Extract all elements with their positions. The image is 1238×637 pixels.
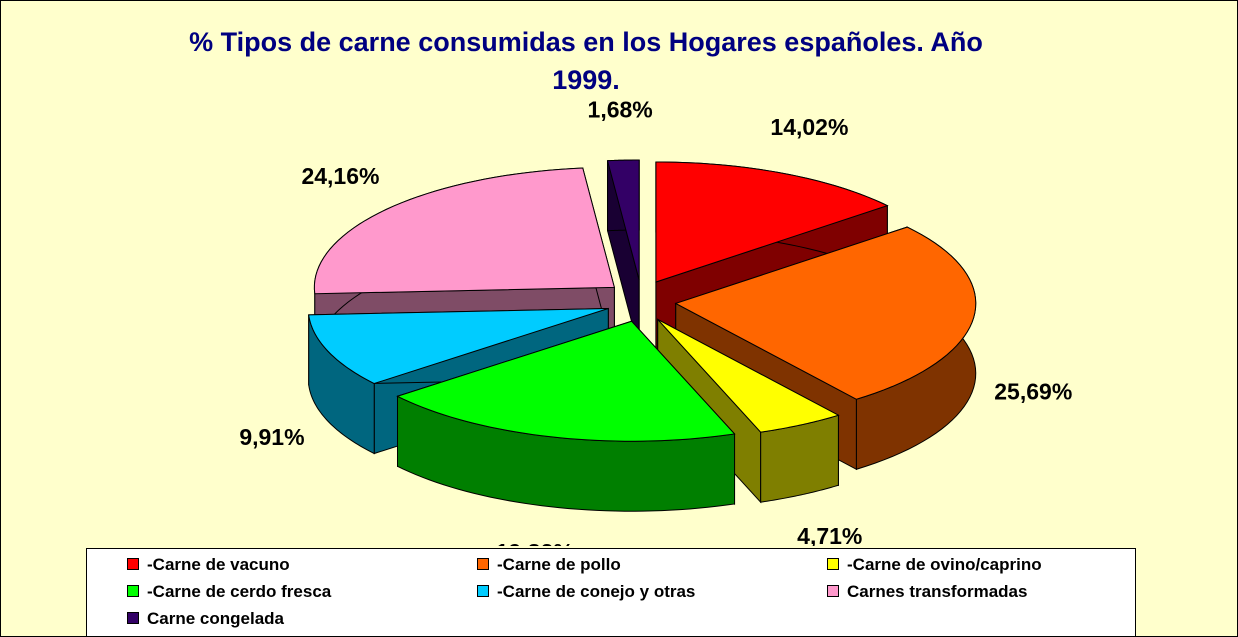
data-label: 14,02%	[770, 114, 848, 140]
legend-item: -Carne de vacuno	[127, 555, 290, 575]
slice-top	[313, 167, 616, 295]
slice-top	[655, 161, 889, 283]
pie-plot: 14,02% 25,69% 4,71% 19,82% 9,91% 24,16% 1,68%	[239, 96, 1072, 546]
data-label: 9,91%	[239, 424, 304, 450]
legend-swatch	[477, 585, 489, 597]
data-label: 1,68%	[588, 96, 653, 122]
legend-swatch	[477, 558, 489, 570]
slice-top	[606, 159, 640, 281]
data-label: 25,69%	[994, 378, 1072, 404]
legend-swatch	[827, 585, 839, 597]
legend-swatch	[827, 558, 839, 570]
slice-top	[674, 226, 977, 400]
legend-item: Carnes transformadas	[827, 582, 1027, 602]
legend-label: -Carne de cerdo fresca	[147, 582, 332, 601]
data-label: 19,82%	[496, 539, 574, 546]
legend: -Carne de vacuno -Carne de pollo -Carne de…	[86, 548, 1136, 636]
legend-label: Carnes transformadas	[847, 582, 1028, 601]
pie-slice	[396, 319, 736, 512]
pie-slice	[606, 159, 640, 351]
legend-item: -Carne de ovino/caprino	[827, 555, 1042, 575]
slice-top	[396, 320, 736, 442]
legend-label: -Carne de vacuno	[147, 555, 290, 574]
legend-swatch	[127, 558, 139, 570]
legend-swatch	[127, 585, 139, 597]
legend-label: -Carne de pollo	[497, 555, 621, 574]
legend-label: -Carne de conejo y otras	[497, 582, 696, 601]
slice-top	[657, 319, 840, 433]
legend-item: Carne congelada	[127, 609, 284, 629]
slice-top	[308, 307, 609, 385]
legend-item: -Carne de pollo	[477, 555, 621, 575]
legend-label: -Carne de ovino/caprino	[847, 555, 1042, 574]
legend-swatch	[127, 612, 139, 624]
legend-item: -Carne de conejo y otras	[477, 582, 695, 602]
chart-title: % Tipos de carne consumidas en los Hogar…	[189, 27, 983, 95]
legend-label: Carne congelada	[147, 609, 284, 628]
legend-item: -Carne de cerdo fresca	[127, 582, 331, 602]
data-label: 4,71%	[797, 523, 862, 546]
data-label: 24,16%	[301, 163, 379, 189]
